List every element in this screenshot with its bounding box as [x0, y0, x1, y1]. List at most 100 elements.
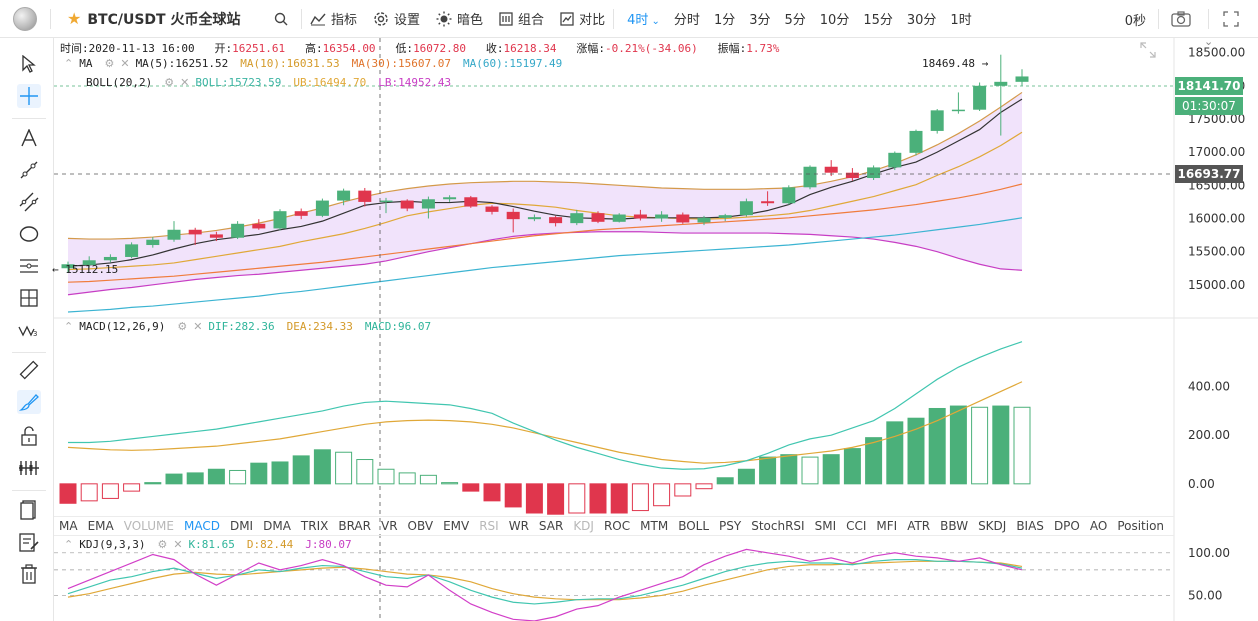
- layout-combo-button[interactable]: 组合: [491, 0, 552, 38]
- max-price-label: 18469.48 →: [922, 57, 989, 70]
- indicator-tab[interactable]: OBV: [407, 519, 434, 533]
- indicator-tab[interactable]: MFI: [876, 519, 898, 533]
- candle-body: [527, 217, 541, 220]
- remove-x-icon[interactable]: ✕: [180, 76, 190, 89]
- symbol-selector[interactable]: ★ BTC/USDT 火币全球站: [51, 0, 266, 38]
- indicator-tab[interactable]: ATR: [907, 519, 931, 533]
- indicator-tab[interactable]: KDJ: [573, 519, 594, 533]
- remove-x-icon[interactable]: ✕: [193, 320, 203, 333]
- period-option[interactable]: 15分: [863, 13, 893, 28]
- text-tool[interactable]: [17, 126, 41, 150]
- channel-icon: [19, 192, 39, 212]
- indicator-tab[interactable]: MACD: [183, 519, 220, 533]
- collapse-chevron-icon[interactable]: ⌃: [64, 538, 74, 551]
- indicator-tab[interactable]: VR: [380, 519, 398, 533]
- period-option[interactable]: 3分: [749, 13, 771, 28]
- period-option[interactable]: 1分: [713, 13, 736, 28]
- crosshair-tool[interactable]: [17, 84, 41, 108]
- settings-gear-icon[interactable]: ⚙: [177, 320, 188, 333]
- period-option[interactable]: 4时 ⌄: [627, 13, 660, 28]
- compare-button[interactable]: 对比: [552, 0, 613, 38]
- settings-gear-icon[interactable]: ⚙: [104, 57, 115, 70]
- period-option[interactable]: 1时: [950, 13, 972, 28]
- remove-x-icon[interactable]: ✕: [173, 538, 183, 551]
- indicator-tab[interactable]: DMI: [229, 519, 254, 533]
- indicator-tab[interactable]: DPO: [1053, 519, 1080, 533]
- symbol-search-button[interactable]: [266, 0, 301, 38]
- indicator-tab[interactable]: MTM: [640, 519, 669, 533]
- remove-x-icon[interactable]: ✕: [120, 57, 130, 70]
- horizontal-lines-tool[interactable]: [17, 254, 41, 278]
- period-option[interactable]: 10分: [819, 13, 850, 28]
- indicator-tab[interactable]: SKDJ: [978, 519, 1007, 533]
- indicator-tab[interactable]: AO: [1089, 519, 1108, 533]
- theme-toggle-button[interactable]: 暗色: [428, 0, 491, 38]
- parallel-channel-tool[interactable]: [17, 190, 41, 214]
- fullscreen-button[interactable]: [1209, 0, 1258, 38]
- indicator-tab[interactable]: VOLUME: [123, 519, 174, 533]
- kdj-j-line: [67, 548, 1023, 621]
- visibility-tool[interactable]: [17, 456, 41, 480]
- indicator-tab[interactable]: BIAS: [1016, 519, 1044, 533]
- brush-tool[interactable]: [17, 390, 41, 414]
- indicator-tab[interactable]: BBW: [940, 519, 969, 533]
- candle-body: [379, 200, 393, 203]
- ellipse-icon: [19, 226, 39, 242]
- macd-histogram-bar: [419, 474, 437, 485]
- macd-histogram-bar: [801, 456, 819, 485]
- indicator-tab[interactable]: WR: [508, 519, 529, 533]
- indicators-button[interactable]: 指标: [302, 0, 365, 38]
- indicator-tab[interactable]: BRAR: [338, 519, 371, 533]
- collapse-chevron-icon[interactable]: ⌃: [64, 320, 74, 333]
- indicator-tab[interactable]: SAR: [538, 519, 564, 533]
- macd-histogram-bar: [653, 483, 671, 507]
- bookmark-tool[interactable]: [17, 498, 41, 522]
- favorite-star-icon[interactable]: ★: [67, 9, 82, 28]
- indicator-tabs: MA EMA VOLUME MACD DMI DMA TRIX BRAR VR OBV EMV RSI…: [54, 516, 1174, 536]
- brush-icon: [19, 394, 39, 411]
- period-option[interactable]: 30分: [906, 13, 937, 28]
- settings-gear-icon[interactable]: ⚙: [157, 538, 168, 551]
- indicator-tab[interactable]: SMI: [814, 519, 837, 533]
- rectangle-tool[interactable]: [17, 286, 41, 310]
- indicator-tab[interactable]: EMA: [87, 519, 114, 533]
- chart-canvas[interactable]: 15000.0015500.0016000.0016500.0017000.00…: [54, 38, 1258, 621]
- lock-tool[interactable]: [17, 424, 41, 448]
- macd-histogram-bar: [949, 405, 967, 485]
- indicator-tab[interactable]: DMA: [263, 519, 291, 533]
- macd-histogram-bar: [144, 482, 162, 485]
- delete-drawings-tool[interactable]: [17, 562, 41, 586]
- ellipse-tool[interactable]: [17, 222, 41, 246]
- indicator-tab[interactable]: MA: [59, 519, 78, 533]
- indicator-tab[interactable]: EMV: [443, 519, 470, 533]
- macd-histogram-bar: [843, 448, 861, 485]
- settings-gear-icon[interactable]: ⚙: [164, 76, 175, 89]
- candle-body: [1015, 76, 1029, 82]
- maximize-pane-icon[interactable]: [1140, 42, 1156, 62]
- collapse-axis-icon[interactable]: ⌄: [1204, 35, 1214, 48]
- indicator-tab[interactable]: ROC: [603, 519, 631, 533]
- ohlc-high: 16354.00: [322, 42, 376, 55]
- wave-tool[interactable]: 3: [17, 318, 41, 342]
- indicator-tab[interactable]: StochRSI: [751, 519, 805, 533]
- indicator-tab[interactable]: CCI: [846, 519, 867, 533]
- indicator-tab[interactable]: BOLL: [678, 519, 710, 533]
- screenshot-button[interactable]: [1159, 0, 1208, 38]
- period-option[interactable]: 分时: [673, 13, 700, 28]
- price-tick-label: 16000.00: [1188, 211, 1245, 225]
- ruler-tool[interactable]: [17, 358, 41, 382]
- macd-value: MACD:96.07: [364, 320, 432, 333]
- indicator-tab[interactable]: TRIX: [300, 519, 329, 533]
- indicator-tab[interactable]: RSI: [479, 519, 499, 533]
- candle-body: [294, 211, 308, 216]
- chart-area[interactable]: 15000.00 15500.00 16000.00 16500.00 17000.00…: [52, 35, 1258, 621]
- indicator-tab[interactable]: Position: [1117, 519, 1165, 533]
- indicator-tab[interactable]: PSY: [719, 519, 742, 533]
- period-option[interactable]: 5分: [784, 13, 806, 28]
- edit-drawings-tool[interactable]: [17, 530, 41, 554]
- pointer-tool[interactable]: [17, 52, 41, 76]
- trend-line-tool[interactable]: [17, 158, 41, 182]
- boll-legend-name: BOLL(20,2): [86, 76, 153, 89]
- collapse-chevron-icon[interactable]: ⌃: [64, 57, 74, 70]
- settings-button[interactable]: 设置: [365, 0, 428, 38]
